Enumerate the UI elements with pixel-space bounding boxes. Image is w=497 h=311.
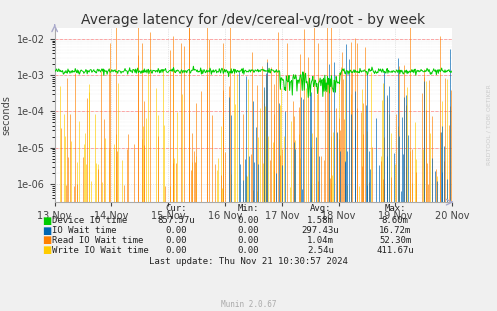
Text: 857.57u: 857.57u — [158, 216, 195, 225]
Text: Last update: Thu Nov 21 10:30:57 2024: Last update: Thu Nov 21 10:30:57 2024 — [149, 257, 348, 266]
Text: RRDTOOL / TOBI OETIKER: RRDTOOL / TOBI OETIKER — [486, 84, 491, 165]
Title: Average latency for /dev/cereal-vg/root - by week: Average latency for /dev/cereal-vg/root … — [82, 13, 425, 27]
Text: 52.30m: 52.30m — [379, 236, 411, 245]
Text: Munin 2.0.67: Munin 2.0.67 — [221, 300, 276, 309]
Text: 0.00: 0.00 — [166, 246, 187, 254]
Text: 8.60m: 8.60m — [382, 216, 409, 225]
Text: 0.00: 0.00 — [238, 236, 259, 245]
Text: 16.72m: 16.72m — [379, 226, 411, 235]
Text: IO Wait time: IO Wait time — [52, 226, 117, 235]
Text: ■: ■ — [42, 245, 52, 255]
Text: ■: ■ — [42, 216, 52, 226]
Text: Min:: Min: — [238, 205, 259, 213]
Text: 1.58m: 1.58m — [307, 216, 334, 225]
Text: 0.00: 0.00 — [166, 236, 187, 245]
Text: Cur:: Cur: — [166, 205, 187, 213]
Text: 411.67u: 411.67u — [376, 246, 414, 254]
Text: 0.00: 0.00 — [166, 226, 187, 235]
Text: 2.54u: 2.54u — [307, 246, 334, 254]
Text: 297.43u: 297.43u — [302, 226, 339, 235]
Text: Max:: Max: — [384, 205, 406, 213]
Text: 0.00: 0.00 — [238, 246, 259, 254]
Text: Read IO Wait time: Read IO Wait time — [52, 236, 144, 245]
Text: Device IO time: Device IO time — [52, 216, 127, 225]
Text: ■: ■ — [42, 226, 52, 236]
Text: ■: ■ — [42, 235, 52, 245]
Text: 0.00: 0.00 — [238, 226, 259, 235]
Text: Avg:: Avg: — [310, 205, 331, 213]
Text: 0.00: 0.00 — [238, 216, 259, 225]
Text: Write IO Wait time: Write IO Wait time — [52, 246, 149, 254]
Y-axis label: seconds: seconds — [1, 95, 11, 135]
Text: 1.04m: 1.04m — [307, 236, 334, 245]
